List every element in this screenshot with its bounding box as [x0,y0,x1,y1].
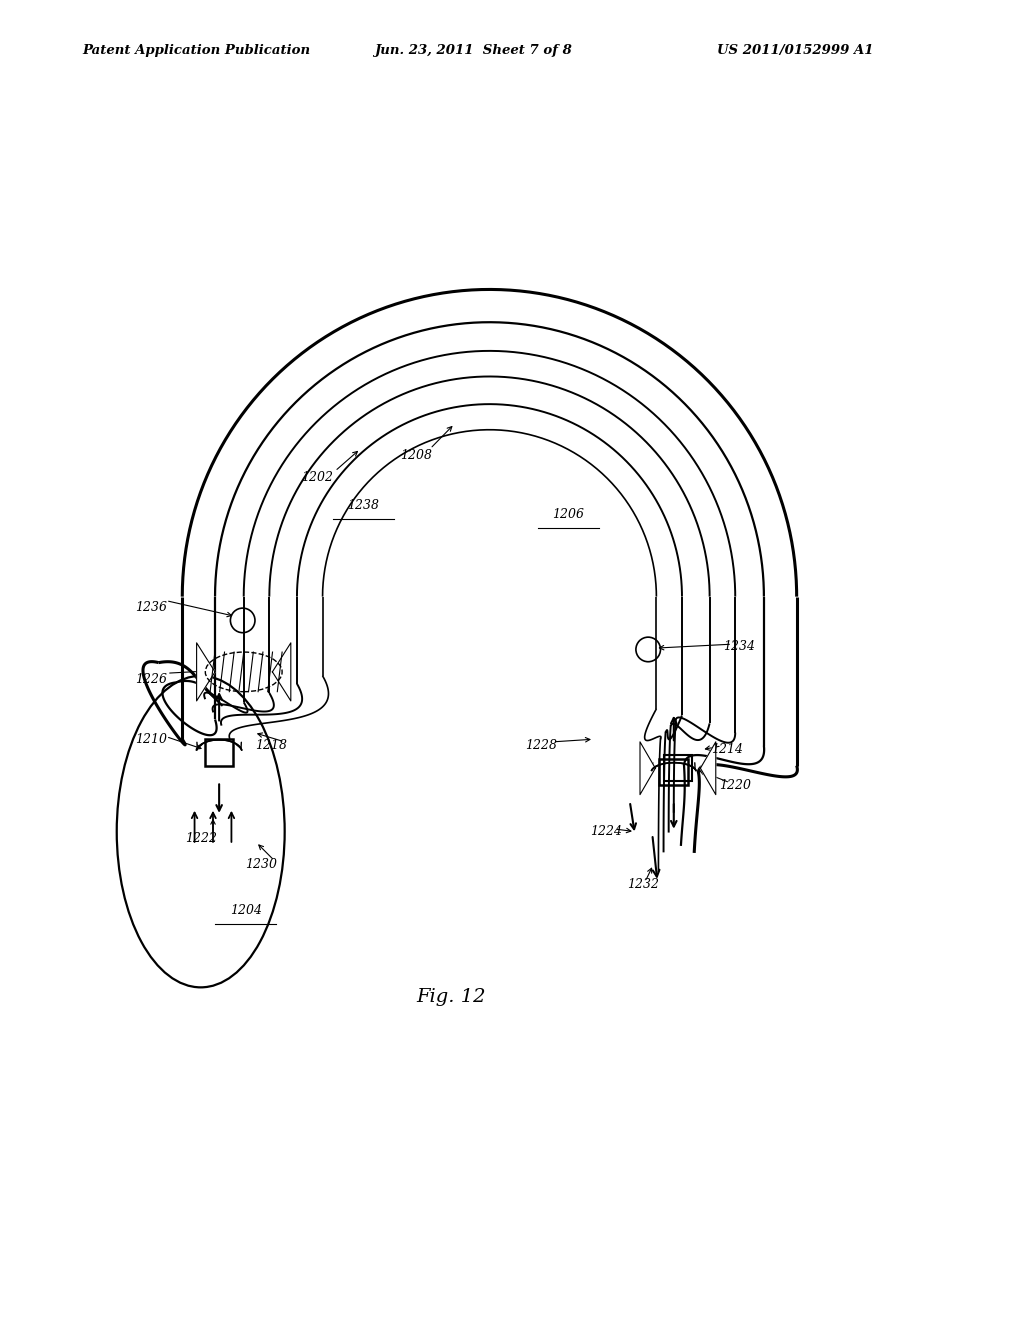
Polygon shape [197,643,215,701]
Polygon shape [700,742,716,795]
Text: 1208: 1208 [399,449,432,462]
Polygon shape [272,643,291,701]
Text: 1230: 1230 [245,858,278,871]
Text: 1232: 1232 [627,878,659,891]
Text: 1218: 1218 [255,739,288,752]
Text: 1210: 1210 [135,733,168,746]
Text: 1220: 1220 [719,779,752,792]
Text: 1224: 1224 [590,825,623,838]
Text: Jun. 23, 2011  Sheet 7 of 8: Jun. 23, 2011 Sheet 7 of 8 [374,44,571,57]
Text: 1238: 1238 [347,499,380,512]
Text: Patent Application Publication: Patent Application Publication [82,44,310,57]
Polygon shape [640,742,655,795]
Text: 1206: 1206 [552,508,585,521]
Text: 1226: 1226 [135,673,168,686]
Text: 1204: 1204 [229,904,262,917]
Text: US 2011/0152999 A1: US 2011/0152999 A1 [717,44,873,57]
Text: 1228: 1228 [524,739,557,752]
Text: 1234: 1234 [723,640,756,653]
Text: 1214: 1214 [711,743,743,756]
Text: 1236: 1236 [135,601,168,614]
Text: Fig. 12: Fig. 12 [416,987,485,1006]
Text: 1202: 1202 [301,471,334,484]
Text: 1222: 1222 [184,832,217,845]
